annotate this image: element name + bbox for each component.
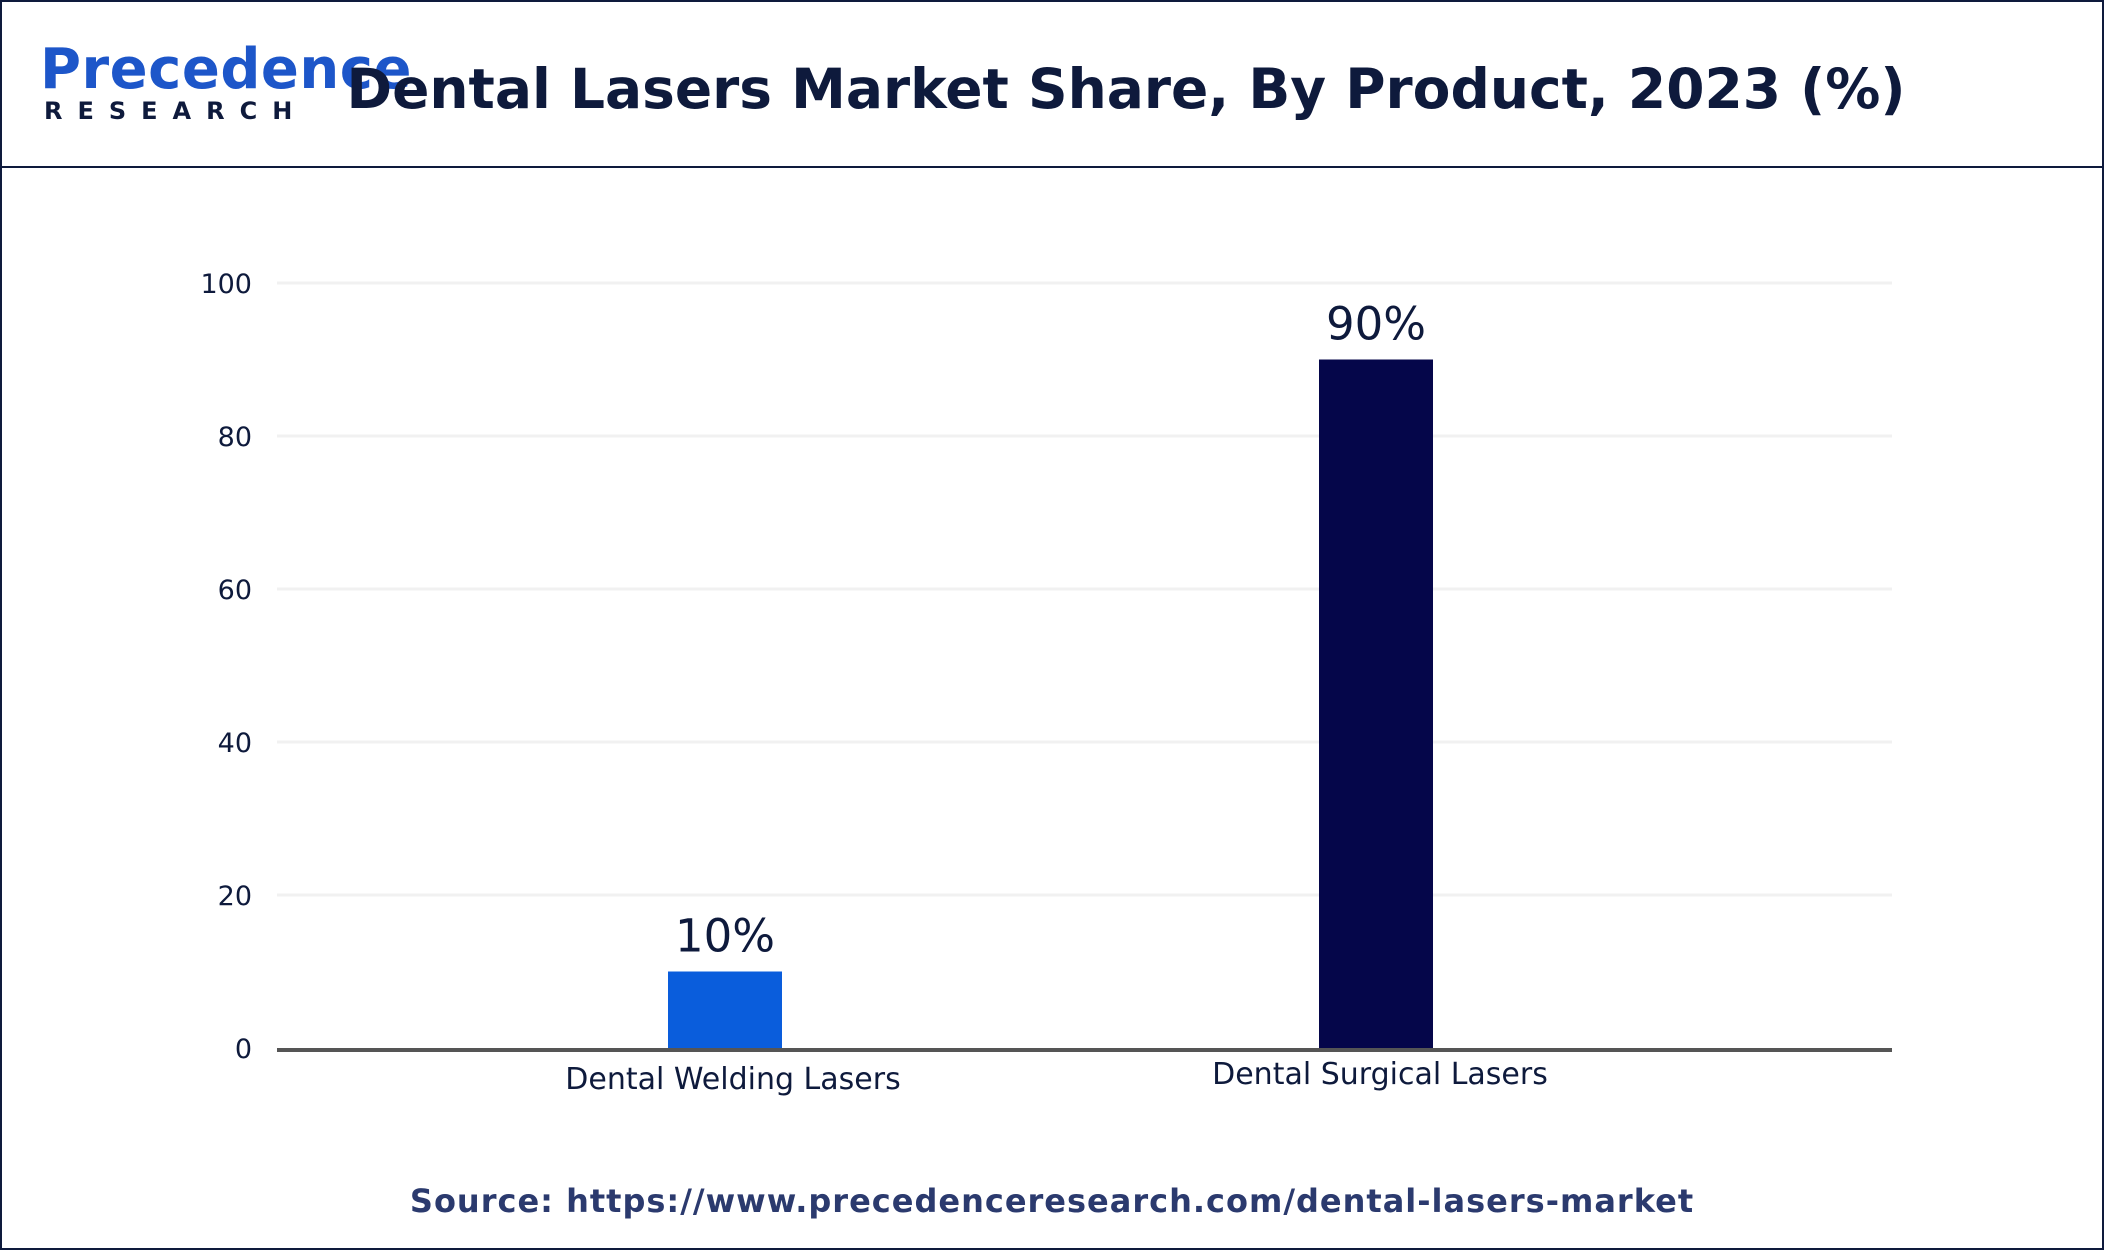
chart-title: Dental Lasers Market Share, By Product, … <box>346 57 1906 121</box>
data-label: 10% <box>675 910 775 963</box>
y-tick-label: 100 <box>200 269 252 300</box>
brand-logo: Precedence RESEARCH <box>40 38 411 128</box>
header: Precedence RESEARCH Dental Lasers Market… <box>2 2 2102 168</box>
bar-1 <box>668 971 782 1048</box>
logo-sub-text: RESEARCH <box>44 97 308 125</box>
logo-main-text: Precedence <box>40 37 412 102</box>
y-tick-label: 60 <box>218 575 252 606</box>
source-note: Source: https://www.precedenceresearch.c… <box>409 1182 1695 1220</box>
data-label: 90% <box>1326 298 1426 351</box>
y-tick-label: 40 <box>218 728 252 759</box>
x-tick-label: Dental Welding Lasers <box>565 1062 900 1097</box>
y-tick-label: 0 <box>235 1034 252 1065</box>
bar-2 <box>1319 359 1433 1048</box>
y-tick-label: 20 <box>218 881 252 912</box>
x-tick-label: Dental Surgical Lasers <box>1212 1057 1548 1092</box>
y-tick-label: 80 <box>218 422 252 453</box>
bar-chart: 0 20 40 60 80 100 10% Dental Welding Lasers 90% D… <box>200 269 1892 1097</box>
